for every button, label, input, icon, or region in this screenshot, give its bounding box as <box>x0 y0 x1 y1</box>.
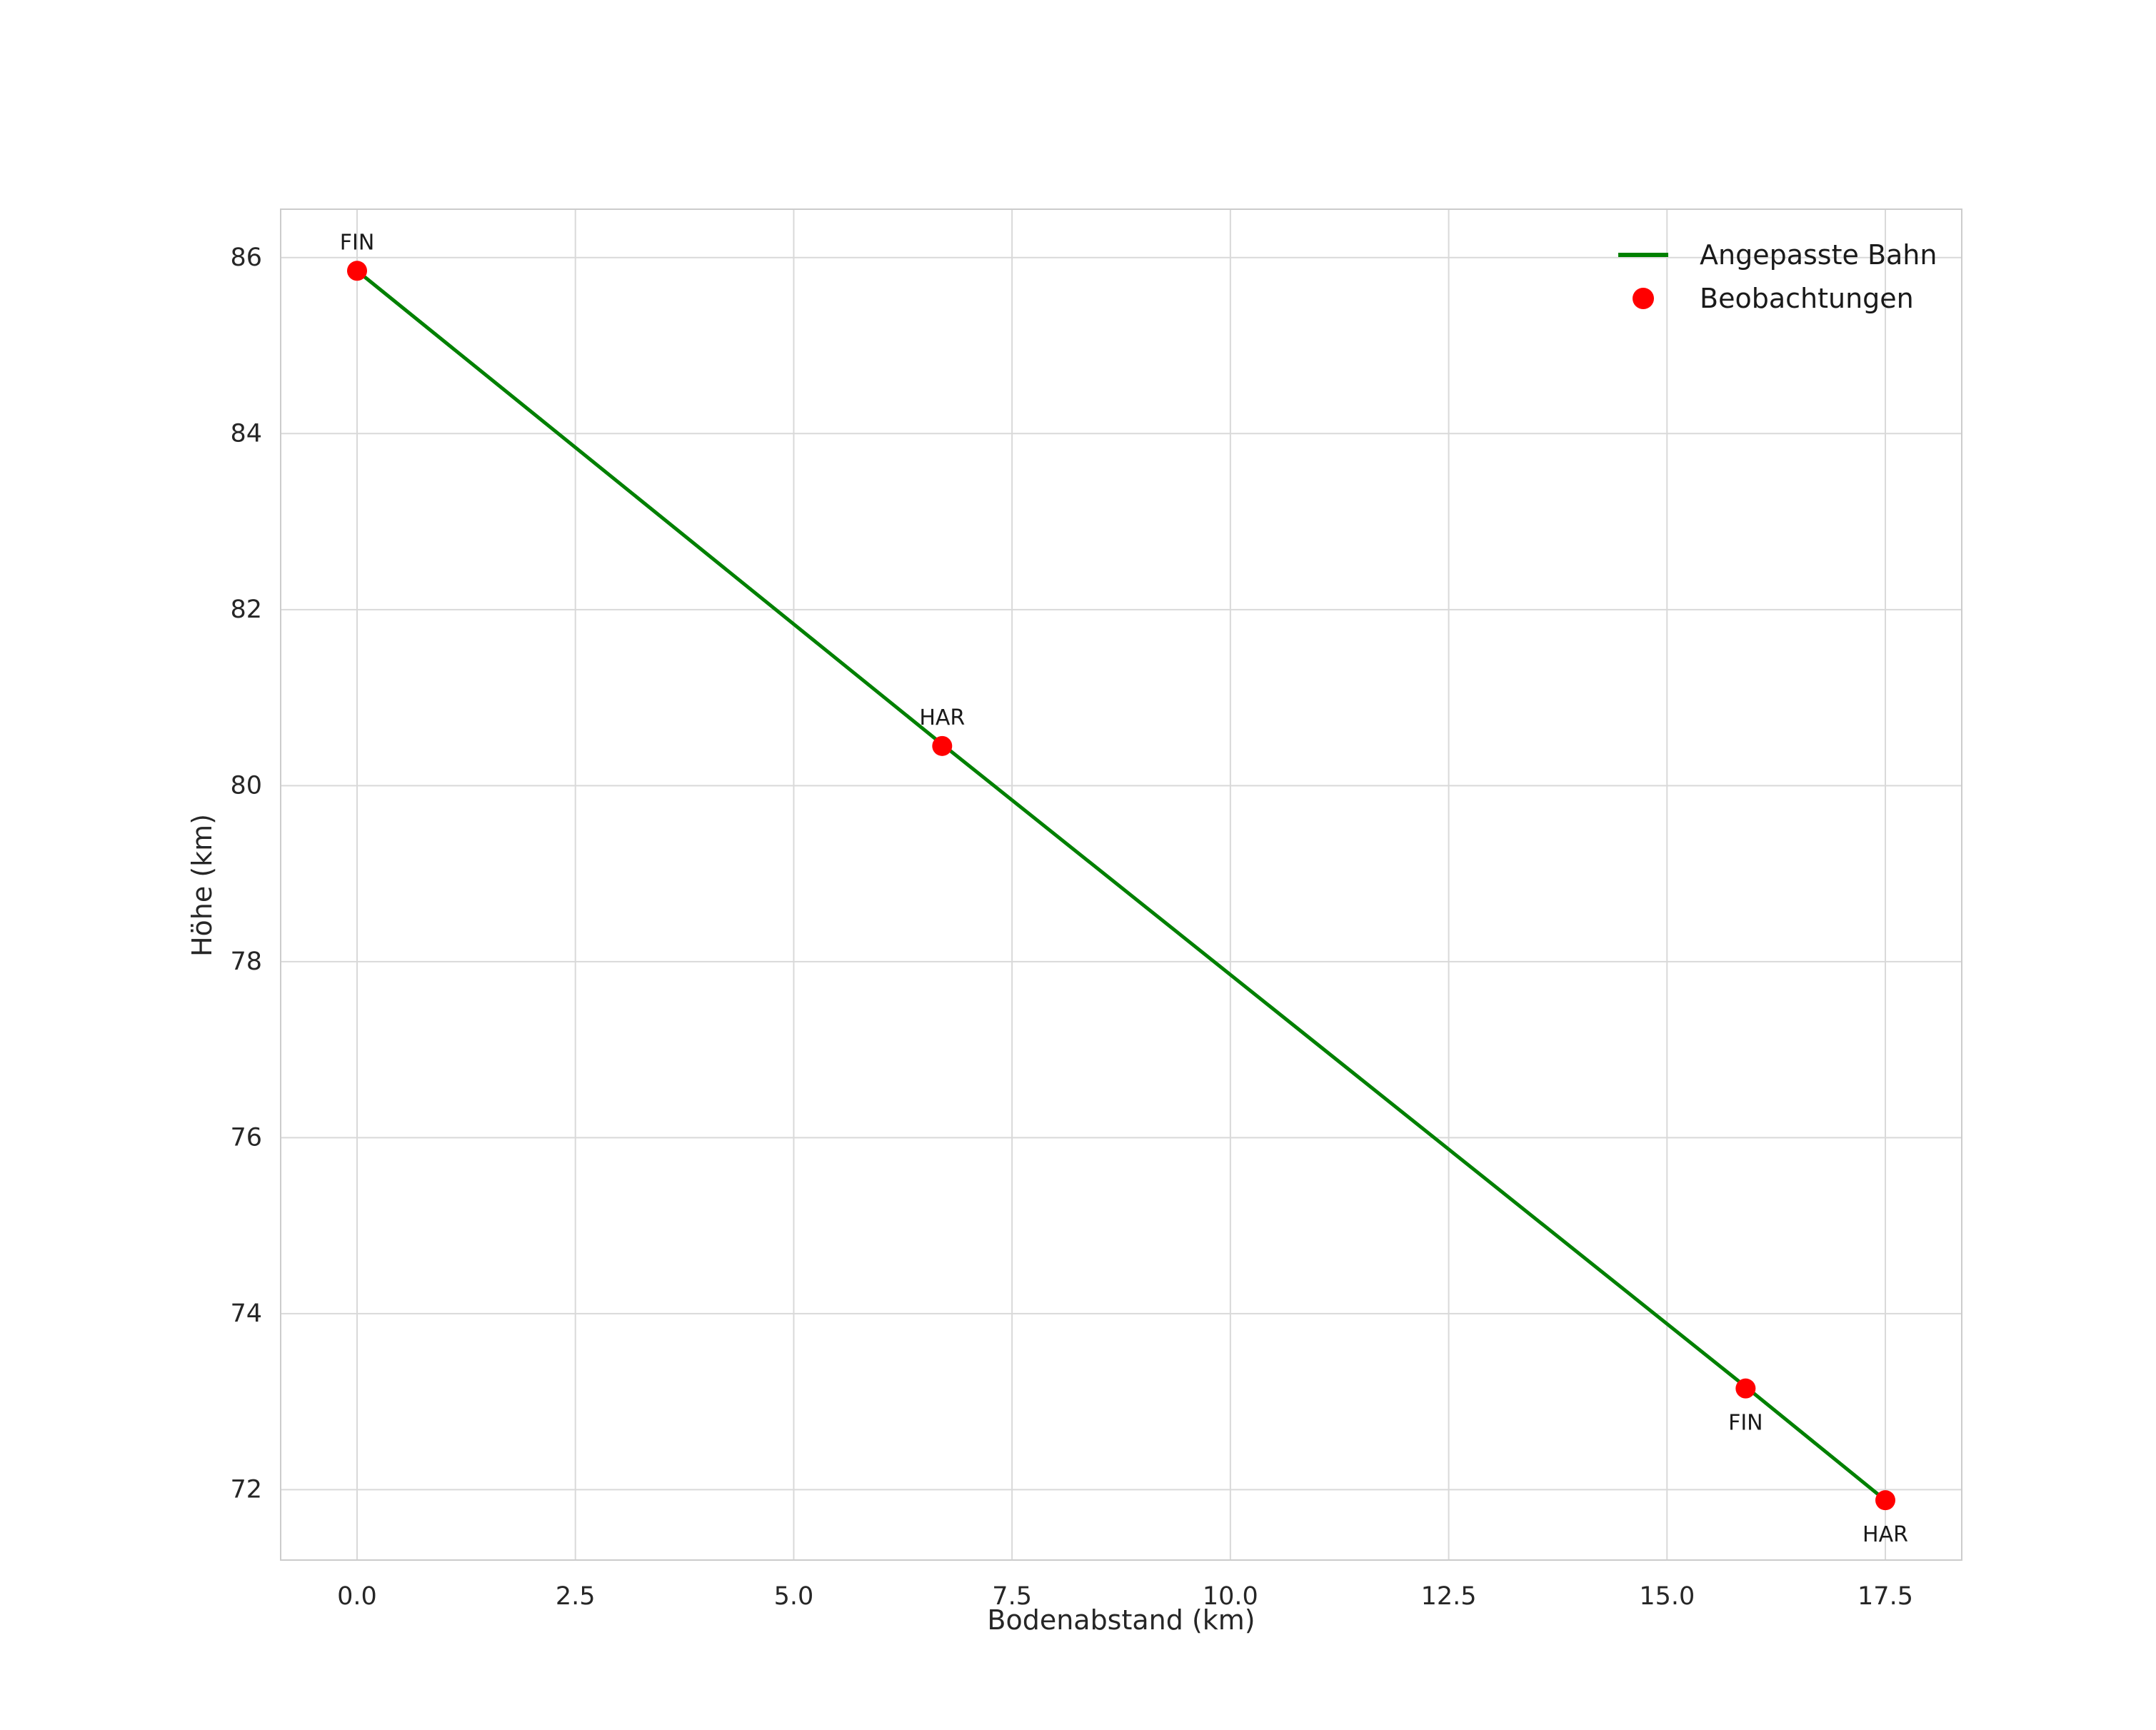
observation-point <box>1875 1490 1895 1511</box>
x-tick-label: 10.0 <box>1203 1582 1258 1611</box>
x-tick-label: 12.5 <box>1421 1582 1477 1611</box>
x-tick-label: 5.0 <box>774 1582 814 1611</box>
y-tick-label: 82 <box>230 595 262 624</box>
legend-label-fitted-line: Angepasste Bahn <box>1700 239 1937 271</box>
tick-layer: 0.0 2.5 5.0 7.5 10.0 12.5 15.0 17.5 72 74 76 78 80 82… <box>230 243 1913 1611</box>
legend-label-observations: Beobachtungen <box>1700 283 1914 314</box>
annotation-layer: FIN HAR FIN HAR <box>340 230 1908 1547</box>
y-tick-label: 80 <box>230 771 262 800</box>
legend-dot-marker <box>1633 288 1654 309</box>
x-axis-label: Bodenabstand (km) <box>987 1604 1255 1636</box>
x-tick-label: 15.0 <box>1639 1582 1695 1611</box>
point-label: HAR <box>919 705 965 730</box>
plot-border <box>280 208 1962 1561</box>
y-axis-label: Höhe (km) <box>186 814 218 957</box>
grid-layer <box>281 209 1962 1560</box>
data-layer <box>347 261 1895 1511</box>
observation-point <box>347 261 367 281</box>
y-tick-label: 84 <box>230 419 262 448</box>
y-tick-label: 74 <box>230 1299 262 1328</box>
y-tick-label: 76 <box>230 1123 262 1152</box>
x-tick-label: 2.5 <box>556 1582 596 1611</box>
y-tick-label: 72 <box>230 1475 262 1504</box>
legend: Angepasste Bahn Beobachtungen <box>1618 239 1937 314</box>
point-label: FIN <box>340 230 375 255</box>
y-tick-label: 86 <box>230 243 262 272</box>
point-label: FIN <box>1728 1411 1763 1436</box>
fitted-trajectory-line <box>355 268 1887 1502</box>
x-tick-label: 17.5 <box>1857 1582 1913 1611</box>
x-tick-label: 7.5 <box>992 1582 1032 1611</box>
y-tick-label: 78 <box>230 947 262 976</box>
point-label: HAR <box>1862 1522 1908 1547</box>
x-tick-label: 0.0 <box>337 1582 377 1611</box>
observation-point <box>932 735 953 756</box>
observation-point <box>1735 1378 1756 1399</box>
